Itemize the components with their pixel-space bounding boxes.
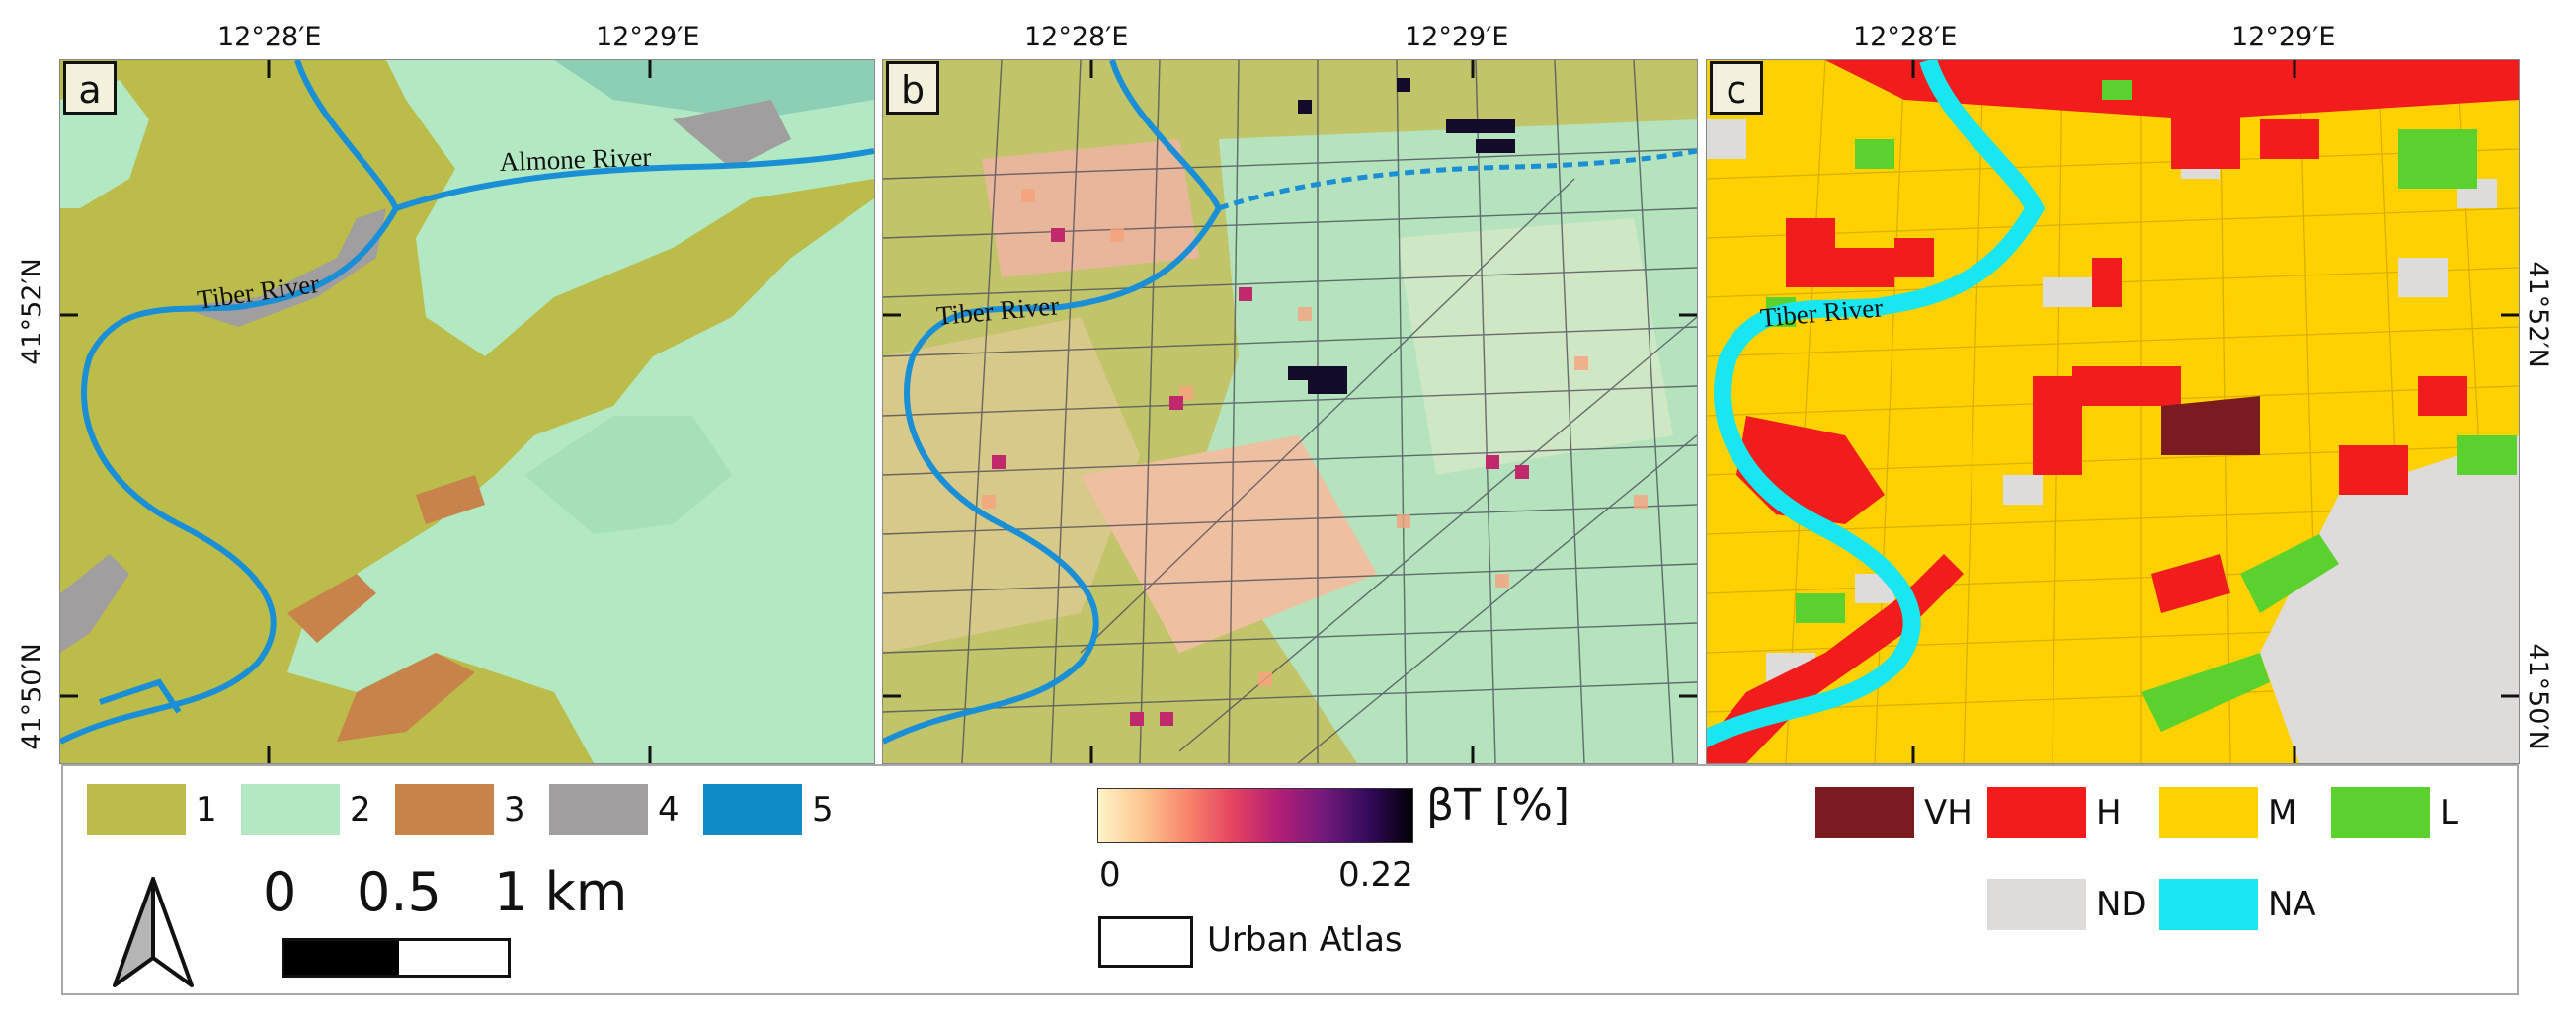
lon-label-a-2: 12°29′E — [596, 22, 700, 52]
panel-label-b: b — [886, 61, 939, 115]
legend-swatch-5 — [703, 784, 802, 835]
colorbar-gradient — [1097, 788, 1413, 843]
colorbar-title: βT [%] — [1426, 780, 1570, 830]
legend-label-m: M — [2268, 793, 2297, 832]
lat-label-right-2: 41°50′N — [2522, 643, 2553, 750]
lon-label-b-2: 12°29′E — [1405, 22, 1509, 52]
lat-label-right-1: 41°52′N — [2522, 261, 2553, 368]
colorbar-max-label: 0.22 — [1338, 855, 1413, 895]
legend-swatch-4 — [549, 784, 648, 835]
lat-label-left-2: 41°50′N — [16, 643, 47, 750]
legend-label-5: 5 — [812, 790, 834, 829]
north-arrow-icon — [113, 877, 194, 987]
scale-tick-05: 0.5 — [357, 861, 442, 923]
legend-swatch-m — [2159, 787, 2258, 838]
legend-swatch-nd — [1987, 879, 2086, 930]
scale-tick-1km: 1 km — [494, 861, 628, 923]
map-panel-geology: Almone River Tiber River — [59, 59, 875, 764]
panel-label-c: c — [1710, 61, 1763, 115]
legend-swatch-l — [2331, 787, 2430, 838]
lat-label-left-1: 41°52′N — [16, 258, 47, 365]
legend-swatch-3 — [395, 784, 494, 835]
legend-swatch-h — [1987, 787, 2086, 838]
lon-label-c-2: 12°29′E — [2231, 22, 2336, 52]
scale-bar-black-segment — [284, 941, 399, 975]
lon-label-a-1: 12°28′E — [217, 22, 322, 52]
legend-swatch-2 — [241, 784, 340, 835]
map-panel-beta: Tiber River — [882, 59, 1698, 764]
legend-label-l: L — [2440, 793, 2458, 832]
legend-label-h: H — [2096, 793, 2122, 832]
legend-label-vh: VH — [1924, 793, 1972, 832]
legend-label-na: NA — [2268, 885, 2316, 924]
legend-label-1: 1 — [196, 790, 217, 829]
legend-swatch-vh — [1815, 787, 1914, 838]
map-panel-risk: Tiber River — [1706, 59, 2520, 764]
legend-swatch-na — [2159, 879, 2258, 930]
legend-swatch-1 — [87, 784, 186, 835]
panel-label-a: a — [63, 61, 117, 115]
scale-bar — [282, 938, 511, 978]
river-label-almone-a: Almone River — [499, 142, 652, 177]
scale-tick-0: 0 — [263, 861, 297, 923]
colorbar-min-label: 0 — [1099, 855, 1121, 895]
lon-label-c-1: 12°28′E — [1853, 22, 1958, 52]
legend-label-2: 2 — [350, 790, 371, 829]
legend-label-3: 3 — [504, 790, 525, 829]
legend-frame — [61, 764, 2519, 995]
urban-atlas-swatch — [1098, 916, 1193, 968]
lon-label-b-1: 12°28′E — [1024, 22, 1129, 52]
urban-atlas-label: Urban Atlas — [1207, 920, 1403, 960]
legend-label-nd: ND — [2096, 885, 2147, 924]
legend-label-4: 4 — [658, 790, 680, 829]
